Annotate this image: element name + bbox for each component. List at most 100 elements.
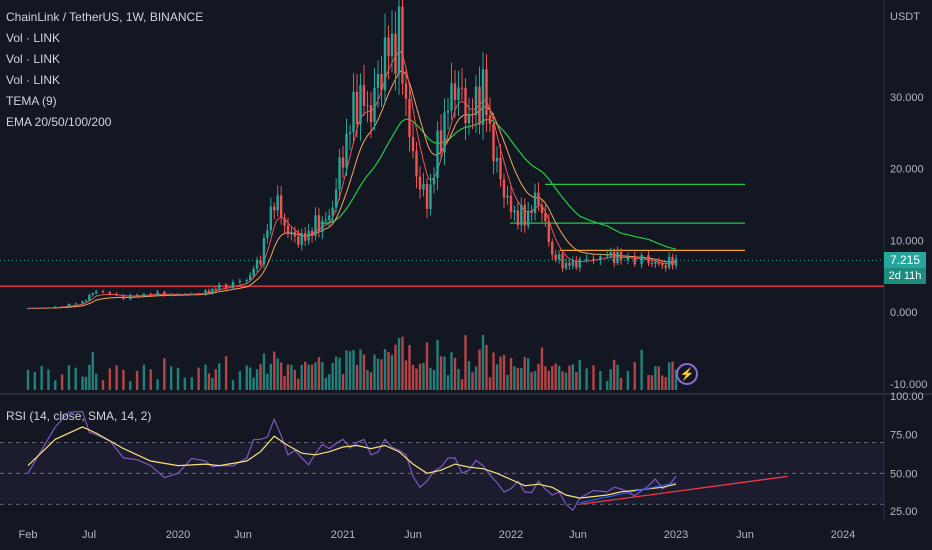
volume-bar — [331, 363, 334, 390]
candle-body — [26, 308, 30, 310]
candle-body — [190, 293, 193, 295]
candle-body — [474, 86, 478, 116]
candle-body — [115, 293, 118, 296]
volume-bar — [224, 356, 228, 390]
candle-body — [348, 132, 352, 134]
volume-bar — [471, 372, 474, 390]
rsi-line — [27, 410, 677, 512]
volume-bar — [348, 351, 352, 390]
volume-bar — [571, 364, 575, 390]
volume-bar — [408, 345, 411, 390]
volume-bar — [286, 364, 290, 390]
volume-bar — [537, 363, 540, 390]
candle-body — [513, 210, 516, 213]
candle-body — [523, 204, 526, 226]
candle-body — [568, 262, 571, 266]
volume-bar — [609, 369, 612, 390]
volume-bar — [551, 365, 554, 390]
volume-bar — [341, 374, 345, 390]
time-axis-label: Feb — [19, 529, 38, 541]
candle-body — [488, 115, 492, 124]
volume-bar — [383, 349, 387, 390]
candle-body — [551, 242, 554, 255]
candle-body — [91, 293, 94, 296]
volume-bar — [279, 362, 283, 390]
volume-bar — [238, 370, 242, 390]
candle-body — [338, 157, 341, 190]
candle-body — [506, 195, 509, 198]
candle-body — [297, 236, 300, 245]
candle-body — [429, 184, 432, 209]
candle-body — [163, 291, 166, 296]
volume-bar — [369, 372, 373, 390]
candle-body — [509, 195, 513, 213]
volume-bar — [94, 373, 98, 390]
volume-bar — [218, 363, 221, 390]
candle-body — [328, 215, 331, 221]
candle-body — [664, 265, 667, 268]
volume-bar — [101, 380, 105, 390]
candle-body — [54, 306, 57, 308]
ema20-line — [28, 50, 677, 309]
price-axis-tick: 30.000 — [890, 92, 924, 104]
rsi-axis-tick: 50.00 — [890, 468, 918, 480]
candle-body — [290, 231, 293, 235]
candle-body — [647, 255, 650, 264]
ema50-line — [28, 70, 677, 309]
volume-bar — [575, 372, 578, 390]
volume-bar — [453, 357, 457, 390]
candle-body — [537, 192, 540, 206]
volume-bar — [324, 377, 328, 390]
rsi-title[interactable]: RSI (14, close, SMA, 14, 2) — [6, 409, 152, 423]
indicator-volume-3[interactable]: Vol · LINK — [6, 73, 61, 87]
volume-bar — [667, 362, 671, 390]
candle-body — [557, 254, 561, 260]
volume-bar — [142, 364, 146, 390]
indicator-volume-1[interactable]: Vol · LINK — [6, 31, 61, 45]
volume-bar — [492, 352, 495, 390]
volume-bar — [60, 374, 64, 390]
symbol-title[interactable]: ChainLink / TetherUS, 1W, BINANCE — [6, 10, 204, 24]
candle-body — [156, 291, 159, 295]
price-axis-tick: -10.000 — [890, 379, 927, 391]
candle-body — [310, 230, 314, 236]
candle-body — [439, 130, 443, 153]
volume-bar — [359, 349, 362, 390]
volume-bar — [252, 377, 255, 390]
candle-body — [314, 215, 317, 236]
indicator-tema[interactable]: TEMA (9) — [6, 94, 57, 108]
candle-body — [460, 87, 464, 89]
volume-bar — [502, 354, 506, 390]
candle-body — [404, 83, 408, 99]
candle-body — [197, 293, 200, 295]
volume-bar — [156, 379, 159, 390]
candle-body — [331, 207, 334, 216]
volume-bar — [135, 370, 139, 390]
candle-body — [60, 306, 64, 308]
candle-body — [218, 284, 221, 290]
volume-bar — [650, 375, 654, 390]
candle-body — [176, 294, 180, 296]
candle-body — [390, 33, 394, 57]
volume-bar — [88, 364, 91, 390]
volume-bar — [530, 372, 533, 390]
candle-body — [108, 292, 112, 294]
horizontal-levels[interactable] — [0, 183, 884, 287]
time-axis-label: 2022 — [499, 529, 523, 541]
volume-bar — [293, 369, 297, 390]
indicator-ema[interactable]: EMA 20/50/100/200 — [6, 115, 112, 129]
indicator-volume-2[interactable]: Vol · LINK — [6, 52, 61, 66]
candle-body — [238, 280, 242, 283]
candle-body — [467, 114, 471, 124]
candle-body — [33, 308, 37, 310]
candle-body — [283, 217, 286, 226]
volume-bar — [415, 368, 418, 390]
time-axis-label: 2020 — [166, 529, 190, 541]
lightning-icon[interactable]: ⚡ — [676, 363, 698, 385]
volume-bar — [303, 361, 307, 390]
candle-body — [307, 230, 310, 241]
candle-body — [67, 303, 71, 307]
candle-body — [369, 105, 373, 123]
time-axis-label: Jun — [569, 529, 587, 541]
